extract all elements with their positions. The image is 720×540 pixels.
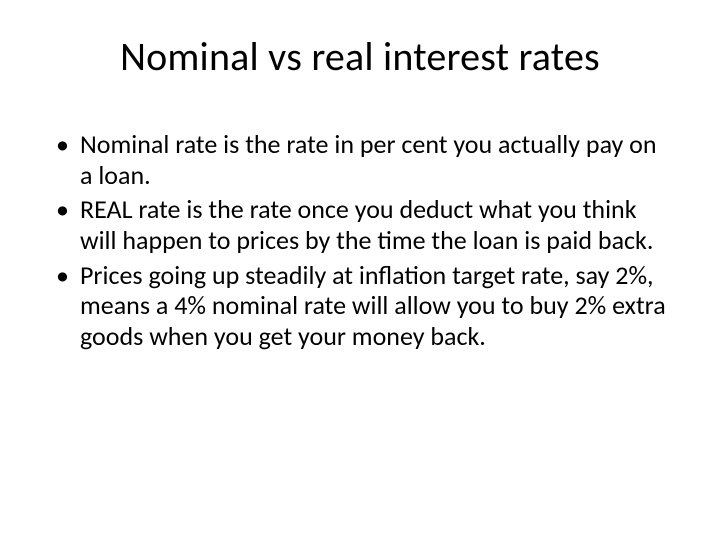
bullet-list: Nominal rate is the rate in per cent you…	[48, 129, 672, 352]
bullet-item: Nominal rate is the rate in per cent you…	[56, 129, 672, 190]
bullet-item: Prices going up steadily at inflation ta…	[56, 260, 672, 352]
slide-title: Nominal vs real interest rates	[48, 32, 672, 81]
bullet-item: REAL rate is the rate once you deduct wh…	[56, 194, 672, 255]
slide-container: Nominal vs real interest rates Nominal r…	[0, 0, 720, 540]
